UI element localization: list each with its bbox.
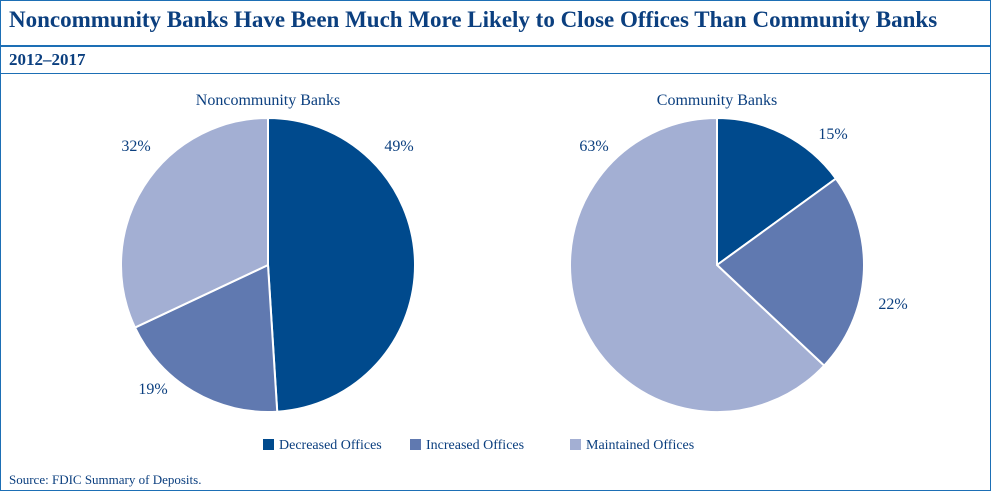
pie-title-noncommunity-banks: Noncommunity Banks bbox=[196, 92, 340, 109]
legend-label-decreased-offices: Decreased Offices bbox=[279, 438, 382, 453]
pie-title-community-banks: Community Banks bbox=[657, 92, 777, 109]
pie-label-community-banks-decreased-offices: 15% bbox=[818, 126, 847, 143]
pie-label-noncommunity-banks-maintained-offices: 32% bbox=[121, 138, 150, 155]
pie-label-community-banks-increased-offices: 22% bbox=[878, 296, 907, 313]
pie-label-noncommunity-banks-increased-offices: 19% bbox=[138, 381, 167, 398]
pie-label-community-banks-maintained-offices: 63% bbox=[579, 138, 608, 155]
pie-slice-noncommunity-banks-decreased-offices bbox=[267, 116, 416, 413]
pie-slice-community-banks-increased-offices bbox=[715, 177, 865, 368]
subtitle-rule bbox=[1, 73, 990, 74]
legend-label-increased-offices: Increased Offices bbox=[426, 438, 524, 453]
pie-slice-noncommunity-banks-maintained-offices bbox=[120, 116, 269, 329]
legend-swatch-increased-offices bbox=[410, 439, 421, 450]
pie-slice-community-banks-decreased-offices bbox=[716, 116, 838, 267]
legend-swatch-maintained-offices bbox=[570, 439, 581, 450]
chart-title: Noncommunity Banks Have Been Much More L… bbox=[9, 7, 938, 32]
pie-label-noncommunity-banks-decreased-offices: 49% bbox=[384, 138, 413, 155]
legend-label-maintained-offices: Maintained Offices bbox=[586, 438, 694, 453]
source-note: Source: FDIC Summary of Deposits. bbox=[9, 472, 202, 487]
pie-slice-community-banks-maintained-offices bbox=[569, 116, 826, 413]
chart-subtitle: 2012–2017 bbox=[9, 50, 86, 69]
pie-slice-noncommunity-banks-increased-offices bbox=[133, 263, 279, 413]
legend-swatch-decreased-offices bbox=[263, 439, 274, 450]
title-rule bbox=[1, 45, 990, 47]
